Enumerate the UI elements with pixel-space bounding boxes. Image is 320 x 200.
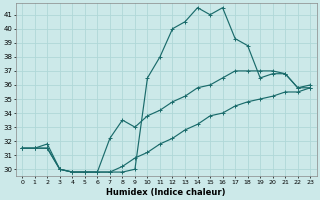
X-axis label: Humidex (Indice chaleur): Humidex (Indice chaleur) bbox=[107, 188, 226, 197]
